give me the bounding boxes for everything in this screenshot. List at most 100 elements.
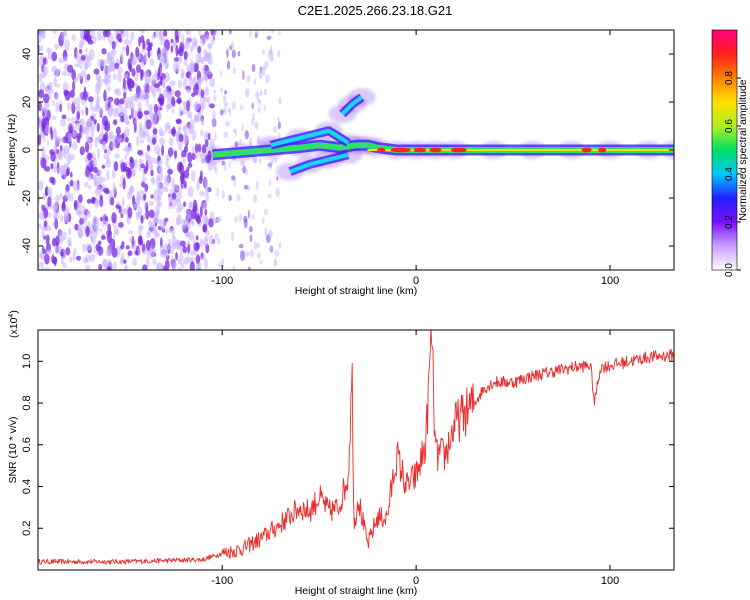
transition-blob [211, 118, 217, 128]
noise-blob [69, 179, 74, 187]
noise-blob [66, 166, 70, 176]
snr-x-tick-label: 100 [601, 575, 619, 587]
transition-blob [227, 121, 230, 127]
transition-blob [239, 104, 244, 111]
noise-blob [114, 153, 121, 159]
noise-blob [202, 202, 208, 211]
noise-blob [144, 201, 147, 210]
noise-blob [51, 222, 56, 227]
noise-blob [124, 126, 130, 138]
noise-blob [82, 215, 88, 222]
noise-blob [122, 208, 126, 213]
transition-blob [231, 49, 236, 59]
transition-blob [246, 185, 251, 191]
noise-blob [205, 71, 208, 84]
noise-blob [150, 164, 153, 172]
noise-blob [157, 53, 164, 61]
noise-blob [55, 69, 59, 77]
transition-blob [244, 251, 250, 257]
noise-blob [170, 249, 174, 254]
noise-blob [144, 70, 150, 79]
transition-blob [213, 89, 217, 94]
noise-blob [135, 46, 140, 58]
transition-blob [230, 41, 235, 49]
noise-blob [116, 89, 119, 94]
transition-blob [220, 87, 224, 93]
noise-blob [52, 162, 58, 174]
transition-blob [265, 74, 270, 84]
noise-blob [158, 166, 163, 175]
noise-blob [76, 96, 81, 109]
noise-blob [207, 69, 212, 75]
noise-blob [93, 173, 97, 183]
noise-blob [78, 119, 83, 124]
noise-blob [98, 174, 102, 186]
noise-blob [68, 132, 72, 143]
noise-blob [85, 258, 89, 264]
noise-blob [195, 143, 199, 154]
noise-blob [77, 223, 84, 231]
noise-blob [68, 239, 71, 247]
noise-blob [162, 77, 166, 89]
noise-blob [38, 89, 45, 99]
noise-blob [61, 114, 67, 120]
noise-blob [146, 255, 150, 268]
noise-blob [129, 186, 135, 194]
noise-blob [96, 122, 100, 133]
noise-blob [78, 194, 83, 203]
noise-blob [151, 137, 157, 145]
noise-blob [99, 216, 103, 222]
noise-blob [107, 101, 111, 109]
noise-blob [137, 248, 142, 257]
noise-blob [73, 248, 77, 256]
transition-blob [238, 213, 243, 222]
noise-blob [188, 202, 193, 209]
noise-blob [187, 123, 194, 135]
noise-blob [96, 93, 100, 104]
noise-blob [85, 264, 91, 270]
noise-blob [59, 165, 65, 175]
noise-blob [75, 50, 79, 57]
noise-blob [54, 246, 60, 254]
noise-blob [148, 209, 155, 219]
noise-blob [153, 227, 158, 240]
noise-blob [102, 140, 107, 152]
noise-blob [181, 33, 185, 45]
noise-blob [42, 57, 47, 65]
transition-blob [212, 217, 218, 224]
noise-blob [79, 218, 84, 225]
noise-blob [80, 55, 86, 61]
noise-blob [72, 98, 78, 105]
noise-blob [129, 158, 135, 170]
transition-blob [228, 194, 232, 201]
noise-blob [148, 200, 155, 206]
noise-blob [106, 266, 111, 270]
noise-blob [190, 208, 197, 220]
noise-blob [67, 72, 71, 77]
noise-blob [200, 89, 205, 98]
noise-blob [105, 158, 111, 168]
noise-blob [186, 41, 191, 46]
noise-blob [207, 42, 213, 51]
noise-blob [38, 30, 41, 35]
snr-axes: -100 0 100 0.2 0.4 0.6 0.8 1.0 [21, 330, 674, 587]
ridge-hotspot [377, 147, 386, 153]
noise-blob [60, 32, 66, 41]
noise-blob [74, 63, 80, 68]
noise-blob [76, 136, 81, 144]
noise-blob [87, 39, 94, 45]
noise-blob [145, 151, 148, 159]
noise-blob [154, 211, 159, 219]
noise-blob [110, 197, 115, 206]
noise-blob [141, 181, 146, 188]
noise-blob [171, 108, 175, 114]
noise-blob [106, 52, 110, 58]
noise-blob [114, 62, 119, 70]
noise-blob [175, 251, 178, 261]
noise-blob [126, 96, 131, 104]
snr-x-tick-label: -100 [211, 575, 233, 587]
noise-blob [204, 208, 208, 216]
transition-blob [228, 30, 232, 35]
noise-blob [175, 44, 179, 57]
